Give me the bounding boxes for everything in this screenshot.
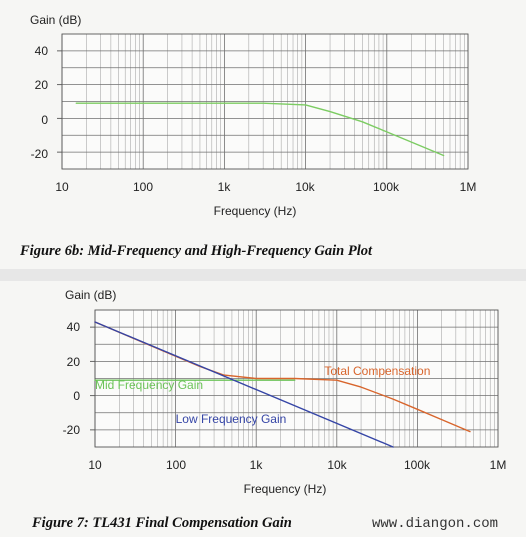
- chart1-y-axis-title: Gain (dB): [30, 13, 81, 27]
- chart1-x-tick-label: 10k: [295, 180, 315, 194]
- chart1-caption: Figure 6b: Mid-Frequency and High-Freque…: [19, 243, 373, 259]
- chart1-x-tick-label: 100: [133, 180, 153, 194]
- chart2-x-tick-label: 1M: [490, 458, 507, 472]
- chart2-mid-frequency-gain-label: Mid Frequency Gain: [95, 378, 203, 392]
- chart2-y-tick-label: -20: [63, 423, 81, 437]
- chart-mid-high-frequency-gain: Gain (dB) 40 20 0 -20 10 100 1k 10k 100k…: [0, 0, 526, 269]
- chart2-low-frequency-gain-line: [94, 321, 394, 448]
- chart2-x-axis-title: Frequency (Hz): [244, 482, 327, 496]
- chart2-series-layer: Total Compensation Mid Frequency Gain Low …: [94, 321, 471, 448]
- chart1-x-tick-label: 10: [55, 180, 69, 194]
- chart1-series-0-line: [75, 102, 445, 157]
- chart2-x-tick-label: 10k: [327, 458, 347, 472]
- chart2-y-tick-label: 0: [73, 389, 80, 403]
- chart2-y-tick-label: 40: [67, 320, 81, 334]
- chart-tl431-final-compensation-gain: Gain (dB) 40 20 0 -20 10 100 1k 10k 100k…: [0, 281, 526, 537]
- chart2-y-axis-title: Gain (dB): [65, 288, 116, 302]
- chart1-y-tick-label: 20: [35, 78, 49, 92]
- chart1-x-tick-label: 1M: [460, 180, 477, 194]
- chart1-y-tick-label: -20: [31, 147, 49, 161]
- chart1-y-tick-label: 0: [41, 113, 48, 127]
- panel-separator: [0, 269, 526, 281]
- chart2-x-tick-label: 100k: [404, 458, 431, 472]
- chart1-y-tick-label: 40: [35, 44, 49, 58]
- chart2-x-tick-label: 1k: [250, 458, 264, 472]
- chart1-series-layer: [75, 102, 445, 157]
- chart1-x-tick-label: 1k: [218, 180, 232, 194]
- chart2-frame: [94, 309, 499, 448]
- chart1-x-tick-label: 100k: [373, 180, 400, 194]
- chart1-frame: [61, 33, 469, 170]
- chart2-x-tick-label: 10: [88, 458, 102, 472]
- chart1-x-axis-title: Frequency (Hz): [214, 204, 297, 218]
- chart2-total-compensation-label: Total Compensation: [324, 364, 430, 378]
- chart1-grid: [57, 34, 468, 169]
- chart2-x-tick-label: 100: [166, 458, 186, 472]
- chart2-y-tick-label: 20: [67, 355, 81, 369]
- watermark-text: www.diangon.com: [372, 516, 498, 532]
- chart2-low-frequency-gain-label: Low Frequency Gain: [176, 412, 287, 426]
- chart2-caption: Figure 7: TL431 Final Compensation Gain: [31, 515, 292, 531]
